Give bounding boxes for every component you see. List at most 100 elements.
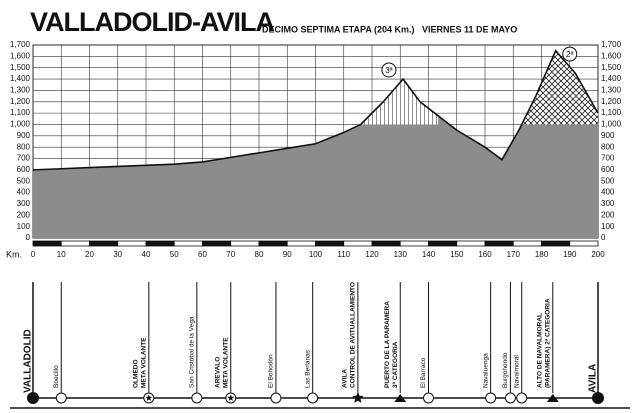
x-tick-label: 150 <box>450 250 464 259</box>
y-tick-label-right: 1,700 <box>601 40 622 49</box>
climb-label: 3ª <box>385 66 392 75</box>
x-tick-label: 50 <box>170 250 179 259</box>
km-strip <box>315 240 345 247</box>
y-tick-label-right: 500 <box>601 176 615 185</box>
y-tick-label-right: 0 <box>601 233 606 242</box>
y-tick-label: 1,200 <box>10 97 31 106</box>
y-tick-label-right: 1,100 <box>601 108 622 117</box>
town-label: (PARAMERA) 2ª CATEGORIA <box>545 298 552 388</box>
y-tick-label: 400 <box>17 188 31 197</box>
km-strip <box>484 240 514 247</box>
x-axis-label: Km. <box>6 249 22 259</box>
y-tick-label-right: 1,000 <box>601 120 622 129</box>
town-symbol-star <box>352 392 364 403</box>
town-symbol <box>504 392 516 404</box>
km-strip <box>512 240 542 247</box>
y-tick-label: 1,100 <box>10 108 31 117</box>
town-label: PUERTO DE LA PARAMERA <box>384 301 391 388</box>
km-strip <box>258 240 288 247</box>
x-tick-label: 20 <box>85 250 94 259</box>
km-strip <box>399 240 429 247</box>
town-label: AVILA <box>588 364 599 393</box>
y-tick-label: 500 <box>17 176 31 185</box>
km-strip <box>343 240 373 247</box>
y-tick-label: 1,300 <box>10 86 31 95</box>
y-tick-label: 0 <box>26 233 31 242</box>
x-tick-label: 60 <box>198 250 207 259</box>
town-label: VALLADOLID <box>23 329 34 393</box>
climb-label: 2ª <box>566 50 573 59</box>
town-label: San Cristóbal de la Vega <box>189 316 196 388</box>
town-label: CONTROL DE AVITUALLAMIENTO <box>350 282 357 388</box>
y-tick-label-right: 1,500 <box>601 63 622 72</box>
x-tick-label: 70 <box>226 250 235 259</box>
x-tick-label: 110 <box>337 250 350 259</box>
chart-subtitle: DECIMO SEPTIMA ETAPA (204 Km.) VIERNES 1… <box>262 24 517 34</box>
y-tick-label-right: 300 <box>601 199 615 208</box>
x-tick-label: 10 <box>57 250 66 259</box>
km-strip <box>60 240 90 247</box>
town-symbol <box>191 392 203 404</box>
y-tick-label: 800 <box>17 142 31 151</box>
x-tick-label: 200 <box>591 250 605 259</box>
town-symbol-star <box>227 394 235 401</box>
town-label: Navalmoral <box>513 355 520 388</box>
y-tick-label: 1,600 <box>10 51 31 60</box>
town-symbol <box>307 392 319 404</box>
y-tick-label: 900 <box>17 131 31 140</box>
y-tick-label-right: 700 <box>601 154 615 163</box>
km-strip <box>230 240 260 247</box>
climb-hatch <box>339 50 439 125</box>
town-label: Boecillo <box>53 365 60 388</box>
x-tick-label: 190 <box>563 250 577 259</box>
y-tick-label-right: 1,200 <box>601 97 622 106</box>
km-strip <box>541 240 571 247</box>
x-tick-label: 30 <box>113 250 122 259</box>
km-strip <box>117 240 147 247</box>
x-tick-label: 120 <box>365 250 379 259</box>
y-tick-label-right: 1,600 <box>601 51 622 60</box>
town-label: El Barraco <box>420 357 427 388</box>
town-label: OLMEDO <box>133 359 140 388</box>
town-symbol <box>592 392 604 404</box>
y-tick-label-right: 600 <box>601 165 615 174</box>
y-tick-label: 1,700 <box>10 40 31 49</box>
town-label: AREVALO <box>214 357 221 388</box>
town-symbol <box>394 394 407 402</box>
climb-badge <box>381 62 397 78</box>
town-label: AVILA <box>342 369 349 388</box>
town-symbol <box>270 392 282 404</box>
km-strip <box>428 240 458 247</box>
x-tick-label: 160 <box>478 250 492 259</box>
x-tick-label: 90 <box>283 250 292 259</box>
town-label: META VOLANTE <box>222 337 229 388</box>
town-symbol <box>546 394 559 402</box>
x-tick-label: 170 <box>507 250 521 259</box>
y-tick-label-right: 800 <box>601 142 615 151</box>
town-label: El Bohodón <box>268 354 275 388</box>
y-tick-label-right: 100 <box>601 222 615 231</box>
y-tick-label: 200 <box>17 210 31 219</box>
y-tick-label-right: 1,400 <box>601 74 622 83</box>
km-strip <box>173 240 203 247</box>
km-strip <box>32 240 62 247</box>
y-tick-label: 1,500 <box>10 63 31 72</box>
y-tick-label: 600 <box>17 165 31 174</box>
x-tick-label: 140 <box>422 250 436 259</box>
x-tick-label: 40 <box>142 250 151 259</box>
km-strip <box>456 240 486 247</box>
town-label: Burgohondo <box>502 352 509 388</box>
km-strip <box>569 240 599 247</box>
elevation-line <box>32 49 599 171</box>
km-strip <box>145 240 175 247</box>
y-tick-label-right: 200 <box>601 210 615 219</box>
y-tick-label: 300 <box>17 199 31 208</box>
town-symbol <box>55 392 67 404</box>
town-symbol <box>27 392 39 404</box>
town-label: 3ª CATEGORIA <box>392 341 399 388</box>
km-strip <box>202 240 232 247</box>
y-tick-label-right: 1,300 <box>601 86 622 95</box>
chart-title: VALLADOLID-AVILA <box>30 7 274 37</box>
x-tick-label: 130 <box>394 250 408 259</box>
